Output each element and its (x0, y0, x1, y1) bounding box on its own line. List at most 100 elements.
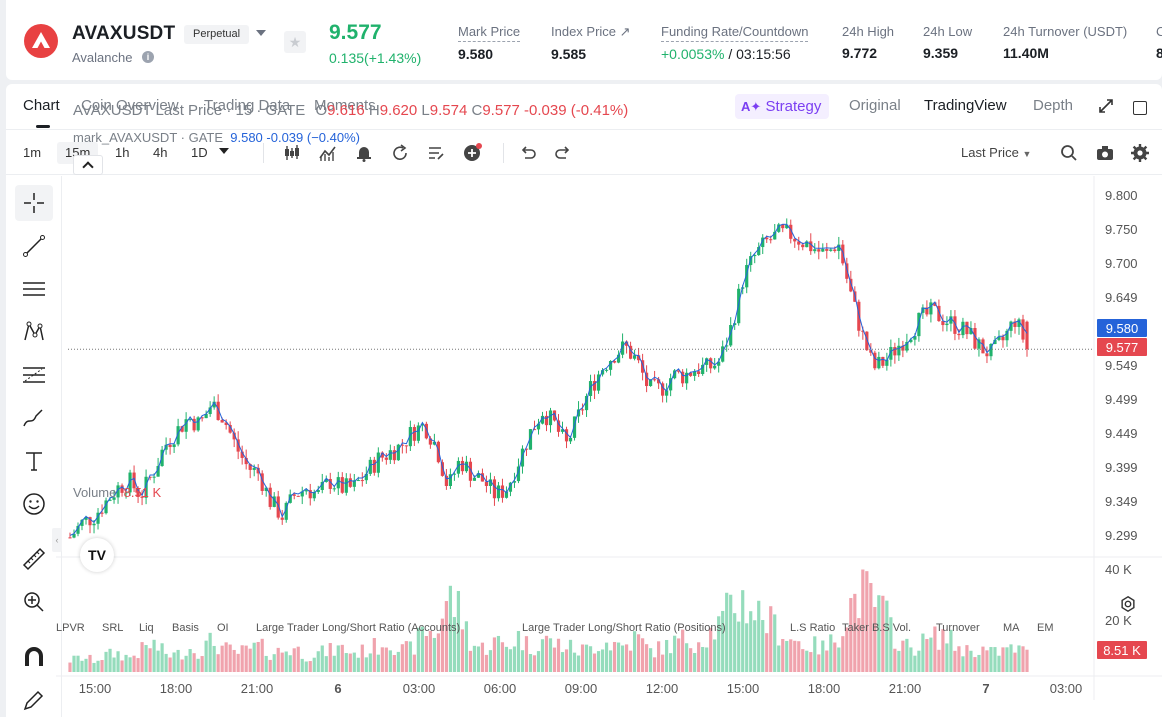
favorite-star-icon[interactable]: ★ (284, 31, 306, 53)
indicator-chip[interactable]: Large Trader Long/Short Ratio (Accounts) (256, 622, 461, 634)
candle-body (196, 417, 200, 431)
candle-body (1021, 319, 1025, 340)
search-icon[interactable] (1059, 143, 1079, 163)
candle-body (889, 347, 893, 360)
volume-bar (504, 646, 509, 672)
time-axis[interactable]: 15:00 18:00 21:00 6 03:00 06:00 09:00 12:00 15:0… (79, 681, 1083, 696)
expand-icon[interactable] (1098, 98, 1114, 114)
indicator-chip[interactable]: Taker B.S Vol. (842, 622, 912, 634)
volume-bar (869, 583, 873, 672)
candle-body (1025, 321, 1029, 350)
horizontal-lines-tool[interactable] (15, 271, 53, 307)
redo-icon[interactable] (553, 143, 573, 163)
lock-drawings-tool[interactable] (15, 682, 53, 712)
candle-body (464, 461, 469, 472)
volume-bar (845, 627, 849, 672)
stat-label[interactable]: Index Price ↗ (551, 24, 631, 39)
volume-bar (136, 658, 140, 672)
candle-body (92, 523, 96, 526)
indicator-chip[interactable]: L.S Ratio (790, 622, 836, 634)
chevron-left-icon[interactable]: ‹ (52, 528, 62, 552)
candle-body (100, 512, 104, 514)
chevron-down-icon[interactable] (256, 30, 266, 36)
view-tab-depth[interactable]: Depth (1033, 97, 1074, 114)
indicator-chip[interactable]: Turnover (936, 622, 980, 634)
stat-24h-turnover: 24h Turnover (USDT) 11.40M (1003, 24, 1127, 61)
indicator-chip[interactable]: Large Trader Long/Short Ratio (Positions… (522, 622, 726, 634)
indicator-chip[interactable]: OI (217, 622, 229, 634)
undo-icon[interactable] (518, 143, 538, 163)
volume-bar (777, 645, 781, 672)
candle-body (693, 371, 697, 376)
volume-tick-label: 40 K (1105, 562, 1132, 577)
volume-bar (536, 651, 541, 672)
measure-tool[interactable] (15, 541, 53, 577)
strategy-button[interactable]: A✦ Strategy (735, 94, 830, 119)
price-axis[interactable]: 9.8009.7509.7009.6499.5999.5499.4999.449… (1105, 188, 1138, 628)
candle-body (444, 475, 448, 486)
templates-icon[interactable] (426, 143, 446, 163)
candle-body (560, 429, 565, 432)
brush-tool[interactable] (15, 400, 53, 436)
timeframe-1m[interactable]: 1m (23, 145, 42, 160)
magnet-tool[interactable] (15, 639, 53, 675)
axis-settings-icon[interactable] (1119, 595, 1137, 613)
window-icon[interactable] (1133, 101, 1147, 115)
symbol-title[interactable]: AVAXUSDT (72, 23, 176, 44)
view-tab-original[interactable]: Original (849, 97, 901, 114)
indicator-chip[interactable]: EM (1037, 622, 1054, 634)
emoji-tool[interactable] (15, 486, 53, 522)
price-tags: 9.580 9.577 8.51 K (1097, 319, 1147, 659)
volume-bar (104, 651, 108, 672)
info-icon[interactable]: i (142, 51, 154, 63)
indicator-chip[interactable]: Liq (139, 622, 154, 634)
indicator-chip[interactable]: LPVR (56, 622, 85, 634)
tab-coin-overview[interactable]: Coin Overview (81, 97, 179, 114)
volume-bar (937, 649, 941, 672)
volume-bar (328, 643, 332, 672)
timeframe-1d[interactable]: 1D (191, 145, 208, 160)
volume-bar (216, 654, 220, 672)
candle-body (813, 249, 817, 252)
volume-bar (484, 654, 489, 672)
volume-bar (697, 642, 701, 672)
tab-chart[interactable]: Chart (23, 97, 60, 128)
candle-body (484, 481, 489, 486)
timeframe-4h[interactable]: 4h (153, 145, 168, 160)
mark-legend-name: mark_AVAXUSDT · GATE (73, 130, 224, 145)
indicators-icon[interactable] (318, 143, 338, 163)
volume-bar (681, 629, 685, 672)
stat-label[interactable]: Mark Price (458, 24, 521, 42)
camera-icon[interactable] (1095, 143, 1115, 163)
candle-body (845, 263, 849, 279)
indicator-chip[interactable]: Basis (172, 622, 199, 634)
replay-icon[interactable] (390, 143, 410, 163)
candle-body (112, 497, 116, 500)
candle-type-icon[interactable] (282, 143, 302, 163)
pattern-tool[interactable] (15, 314, 53, 350)
volume-bar (408, 641, 412, 672)
tab-moments[interactable]: Moments (314, 97, 376, 114)
settings-gear-icon[interactable] (1130, 143, 1150, 163)
candle-body (212, 401, 216, 408)
candle-body (957, 333, 961, 336)
alert-bell-icon[interactable] (354, 143, 374, 163)
stat-label[interactable]: Funding Rate/Countdown (661, 24, 809, 42)
fib-retracement-tool[interactable] (15, 357, 53, 393)
collapse-legend-button[interactable] (73, 155, 103, 175)
zoom-in-tool[interactable] (15, 584, 53, 620)
add-widget-icon[interactable] (462, 143, 482, 163)
caret-down-icon[interactable] (218, 145, 230, 157)
indicator-chip[interactable]: SRL (102, 622, 124, 634)
view-tab-tradingview[interactable]: TradingView (924, 97, 1007, 114)
tab-trading-data[interactable]: Trading Data (204, 97, 291, 114)
crosshair-tool[interactable] (15, 185, 53, 221)
trend-line-tool[interactable] (15, 228, 53, 264)
indicator-chip[interactable]: MA (1003, 622, 1020, 634)
text-tool[interactable] (15, 443, 53, 479)
candle-body (420, 423, 424, 426)
tradingview-logo-icon[interactable]: TV (80, 538, 114, 572)
timeframe-1h[interactable]: 1h (115, 145, 130, 160)
price-type-select[interactable]: Last Price ▼ (961, 145, 1031, 160)
